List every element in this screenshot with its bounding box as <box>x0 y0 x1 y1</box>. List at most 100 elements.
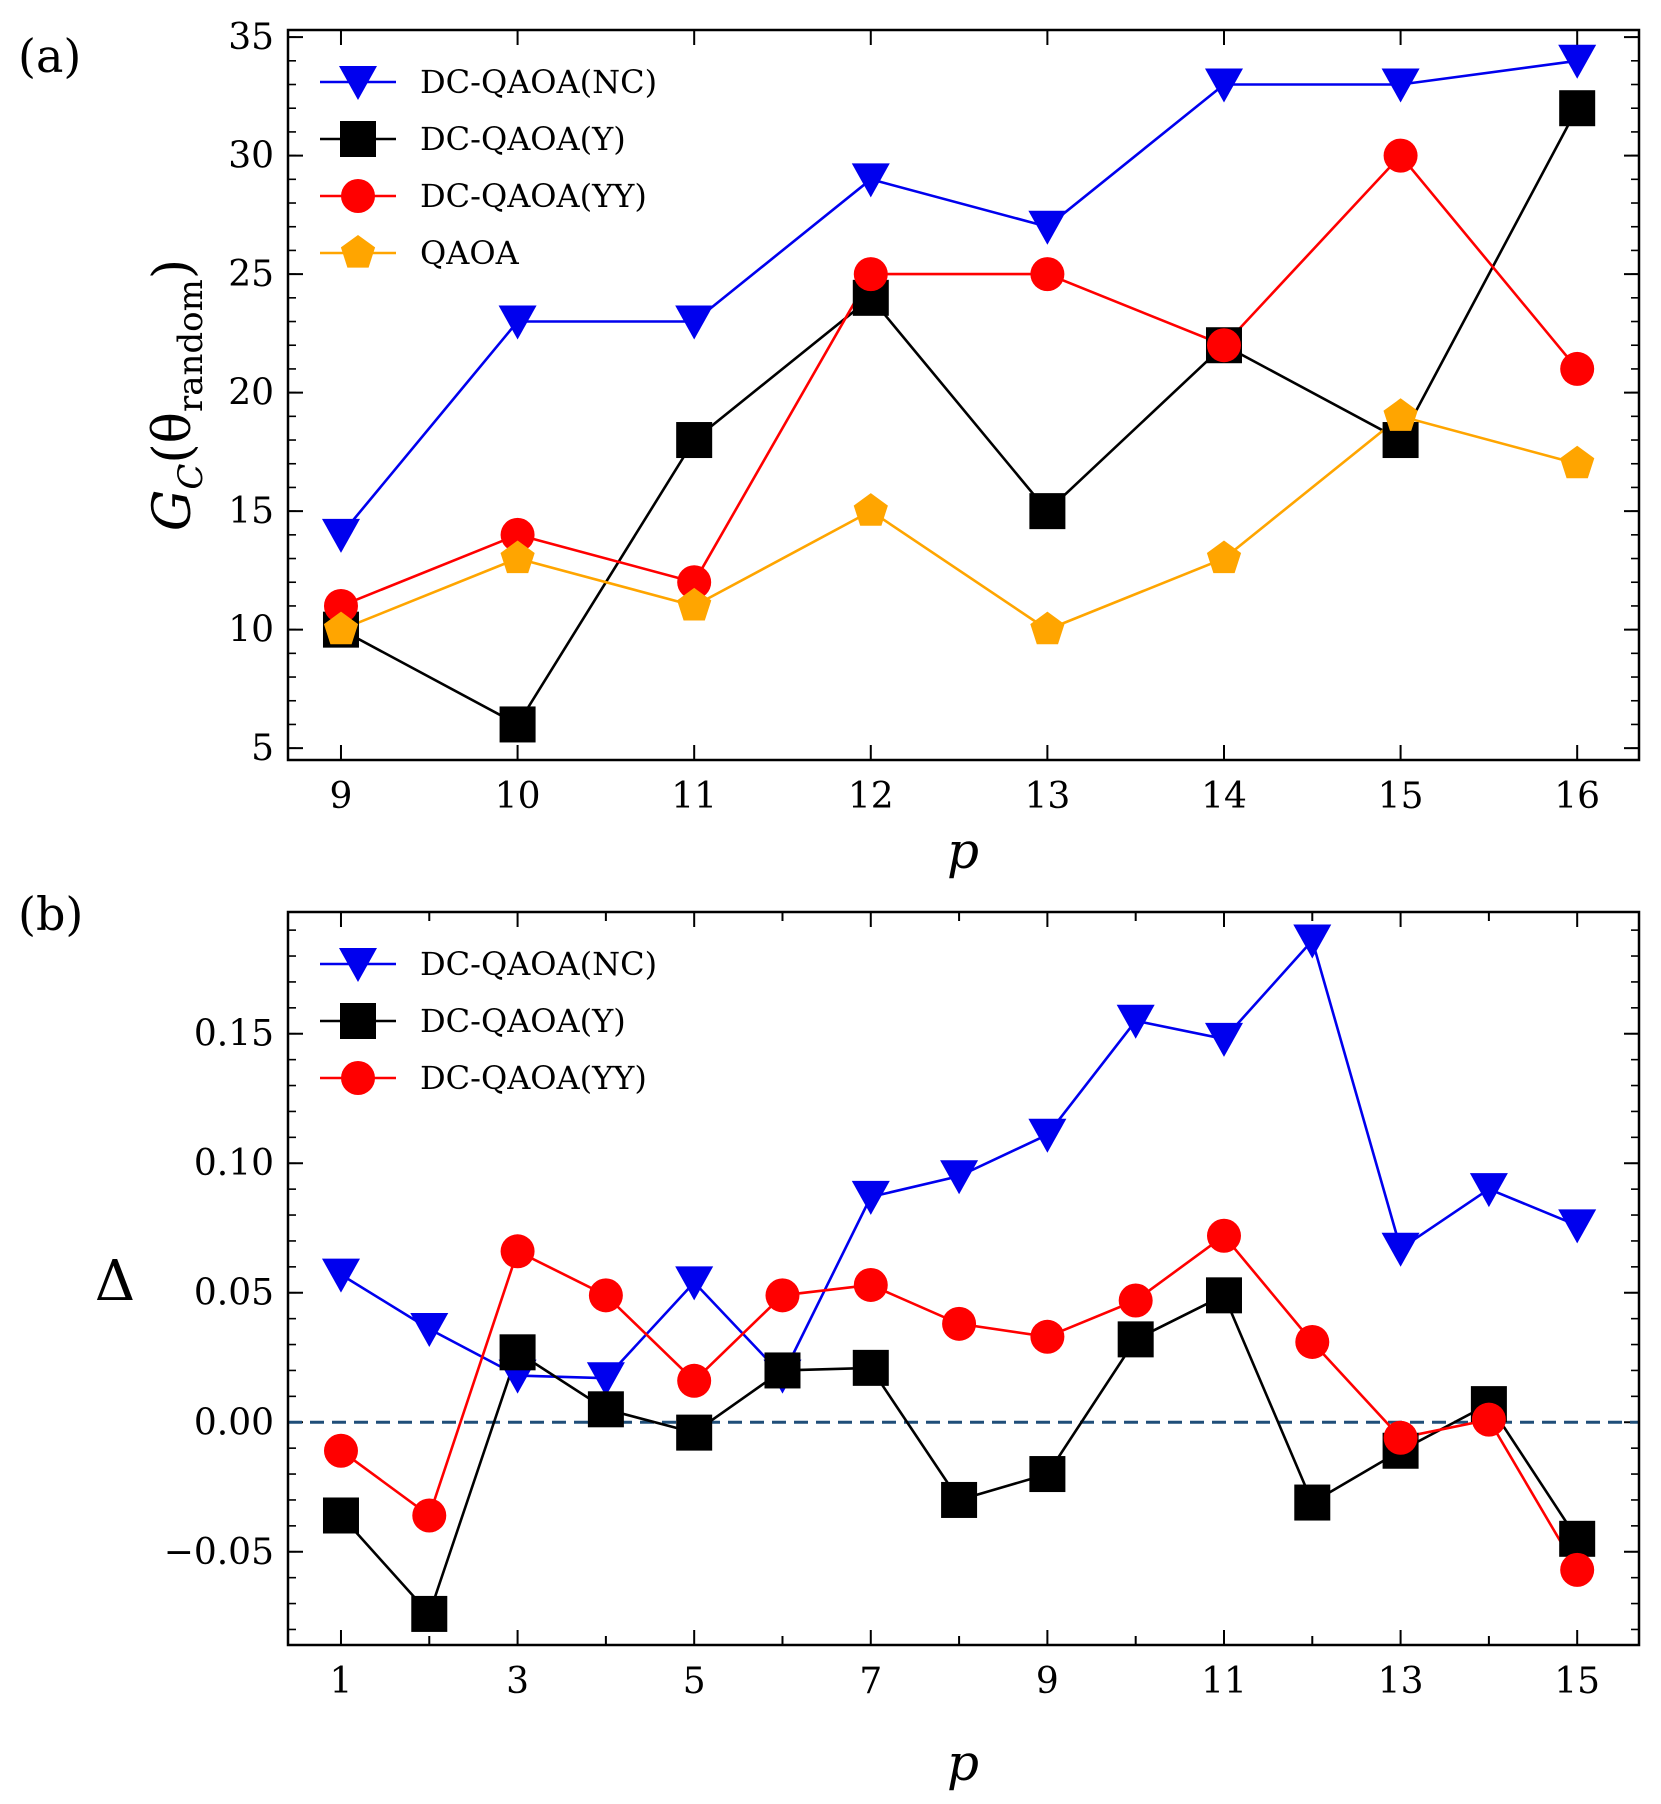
plot-a-frame <box>286 28 1641 762</box>
panel-b-point-dc-qaoa-nc <box>1558 1209 1597 1244</box>
panel-a-series-line-dc-qaoa-nc <box>339 59 1578 536</box>
panel-a-point-dc-qaoa-nc <box>321 518 360 553</box>
panel-a-point-dc-qaoa-yy <box>1030 257 1065 292</box>
panel-a-point-dc-qaoa-yy <box>853 257 888 292</box>
panel-b-point-dc-qaoa-y <box>1205 1277 1242 1314</box>
panel-a-xtick-label: 9 <box>330 776 353 817</box>
panel-b-xtick-label: 5 <box>683 1661 706 1702</box>
panel-a-xtick-label: 15 <box>1378 776 1424 817</box>
panel-b-point-dc-qaoa-nc <box>410 1313 449 1348</box>
panel-b-xtick-label: 1 <box>330 1661 353 1702</box>
panel-b-point-dc-qaoa-nc <box>1381 1232 1420 1267</box>
panel-a-point-dc-qaoa-y <box>676 422 713 459</box>
panel-b-point-dc-qaoa-nc <box>940 1160 979 1195</box>
panel-a-ytick-label: 20 <box>228 373 274 414</box>
panel-a-series-line-dc-qaoa-yy <box>340 153 1579 608</box>
panel-a-xtick-label: 10 <box>495 776 541 817</box>
panel-a-point-qaoa <box>1383 398 1418 431</box>
panel-b-point-dc-qaoa-y <box>322 1497 359 1534</box>
panel-a-point-dc-qaoa-y <box>1559 90 1596 127</box>
panel-b-xtick-label: 3 <box>506 1661 529 1702</box>
panel-a-legend-marker-qaoa <box>340 235 376 268</box>
panel-b-point-dc-qaoa-y <box>411 1595 448 1632</box>
panel-b-point-dc-qaoa-yy <box>500 1234 535 1269</box>
panel-a-point-dc-qaoa-y <box>1029 493 1066 530</box>
panel-a-legend-label: DC-QAOA(YY) <box>420 177 647 215</box>
panel-b-xtick-label: 9 <box>1036 1661 1059 1702</box>
ylabel-sub: C <box>171 464 211 490</box>
panel-a-point-dc-qaoa-nc <box>675 305 714 340</box>
panel-b-legend-label: DC-QAOA(Y) <box>420 1002 626 1040</box>
panel-a-ytick-label: 10 <box>228 610 274 651</box>
panel-a-point-dc-qaoa-nc <box>1028 210 1067 245</box>
panel-a-series-line-qaoa <box>340 414 1578 632</box>
panel-b-point-dc-qaoa-y <box>1294 1484 1331 1521</box>
panel-b-point-dc-qaoa-nc <box>851 1180 890 1215</box>
panel-a-legend-marker-dc-qaoa-y <box>340 121 376 157</box>
panel-b-point-dc-qaoa-y <box>1117 1321 1154 1358</box>
panel-a-xtick-label: 11 <box>671 776 717 817</box>
panel-b-xlabel: p <box>947 1734 979 1792</box>
panel-b-ytick-label: 0.00 <box>194 1402 274 1443</box>
panel-a-point-qaoa <box>1560 445 1595 479</box>
panel-b-point-dc-qaoa-nc <box>1204 1022 1243 1057</box>
panel-a-legend-label: QAOA <box>420 234 520 272</box>
panel-b-point-dc-qaoa-y <box>1559 1520 1596 1557</box>
plot-b-frame <box>286 910 1641 1647</box>
panel-a-xlabel: p <box>947 822 979 880</box>
panel-b-point-dc-qaoa-yy <box>412 1498 447 1533</box>
panel-a-point-dc-qaoa-nc <box>498 305 537 340</box>
panel-b-point-dc-qaoa-y <box>676 1414 713 1451</box>
panel-a-xtick-label: 16 <box>1554 776 1600 817</box>
panel-b-point-dc-qaoa-nc <box>1293 924 1332 959</box>
panel-b-legend-label: DC-QAOA(YY) <box>420 1059 647 1097</box>
panel-a-point-dc-qaoa-yy <box>1206 328 1241 363</box>
panel-a-point-qaoa <box>853 493 888 526</box>
panel-a: (a) 5 10 15 20 25 30 35 9 10 11 12 13 14 15 16 DC-QAOA(… <box>18 17 1641 880</box>
panel-b-point-dc-qaoa-nc <box>1469 1173 1508 1208</box>
panel-a-point-qaoa <box>677 587 712 621</box>
panel-a-point-qaoa <box>323 611 359 645</box>
panel-b-point-dc-qaoa-yy <box>1118 1283 1153 1318</box>
ylabel-sub2: random <box>171 279 211 412</box>
panel-b: (b) −0.050.000.050.100.151 3 5 7 9 11 13 15DC-Q… <box>18 887 1641 1792</box>
plot-b: −0.050.000.050.100.151 3 5 7 9 11 13 15DC-QAOA(… <box>164 912 1639 1702</box>
plot-a: 5 10 15 20 25 30 35 9 10 11 12 13 14 15 16 DC-QAOA(NC) D… <box>228 17 1639 817</box>
panel-a-ytick-label: 35 <box>228 17 274 58</box>
panel-b-point-dc-qaoa-yy <box>765 1278 800 1313</box>
panel-a-ytick-label: 15 <box>228 491 274 532</box>
panel-b-point-dc-qaoa-y <box>764 1352 801 1389</box>
panel-b-point-dc-qaoa-nc <box>1116 1004 1155 1039</box>
panel-b-point-dc-qaoa-y <box>1029 1456 1066 1493</box>
panel-b-ytick-label: 0.10 <box>194 1143 274 1184</box>
panel-b-point-dc-qaoa-yy <box>323 1433 358 1468</box>
panel-b-legend-marker-dc-qaoa-nc <box>339 948 377 982</box>
panel-b-point-dc-qaoa-yy <box>1560 1552 1595 1587</box>
panel-b-point-dc-qaoa-yy <box>1030 1319 1065 1354</box>
panel-b-point-dc-qaoa-y <box>587 1391 624 1428</box>
panel-a-point-dc-qaoa-yy <box>323 588 358 623</box>
panel-a-point-dc-qaoa-yy <box>1383 138 1418 173</box>
panel-b-ylabel: Δ <box>95 1249 135 1314</box>
panel-a-xtick-label: 14 <box>1201 776 1247 817</box>
panel-b-ytick-label: 0.05 <box>194 1273 274 1314</box>
panel-a-point-dc-qaoa-y <box>499 706 536 743</box>
ylabel-paren: (θ <box>143 412 203 464</box>
panel-b-point-dc-qaoa-nc <box>675 1266 714 1301</box>
panel-b-xtick-label: 15 <box>1554 1661 1600 1702</box>
panel-b-legend-label: DC-QAOA(NC) <box>420 945 657 983</box>
panel-b-label: (b) <box>18 887 83 941</box>
panel-a-legend-marker-dc-qaoa-nc <box>339 66 377 100</box>
panel-b-ytick-label: −0.05 <box>164 1532 274 1573</box>
panel-b-point-dc-qaoa-yy <box>588 1278 623 1313</box>
panel-b-point-dc-qaoa-yy <box>677 1363 712 1398</box>
panel-a-point-dc-qaoa-yy <box>500 517 535 552</box>
panel-a-label: (a) <box>18 29 81 83</box>
panel-b-point-dc-qaoa-yy <box>1471 1402 1506 1437</box>
panel-b-legend-marker-dc-qaoa-y <box>340 1003 376 1039</box>
panel-b-point-dc-qaoa-yy <box>1295 1324 1330 1359</box>
panel-b-point-dc-qaoa-y <box>499 1334 536 1371</box>
ylabel-main: G <box>143 490 203 532</box>
panel-a-ytick-label: 5 <box>251 728 274 769</box>
panel-a-xtick-label: 13 <box>1024 776 1070 817</box>
